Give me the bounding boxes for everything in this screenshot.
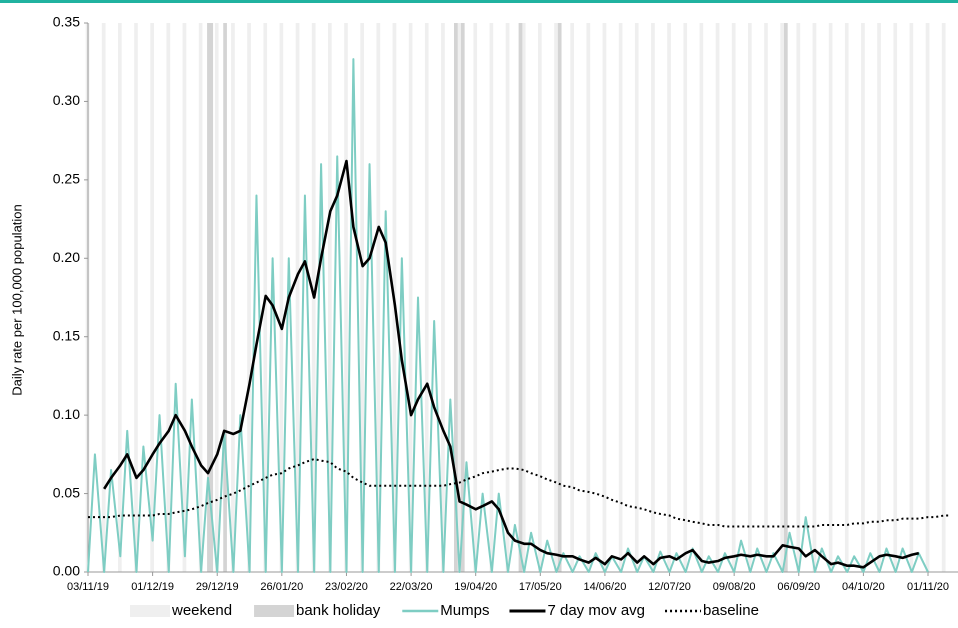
- weekend-band: [634, 23, 639, 572]
- weekend-band: [247, 23, 251, 572]
- weekend-band: [796, 23, 801, 572]
- bank-holiday-band: [557, 23, 562, 572]
- x-tick-label: 26/01/20: [260, 581, 303, 593]
- weekend-band: [101, 23, 106, 572]
- legend-label: Mumps: [440, 602, 489, 619]
- x-tick-label: 03/11/19: [67, 581, 109, 593]
- weekend-band: [699, 23, 704, 572]
- bank-holiday-band: [518, 23, 523, 572]
- legend-label: baseline: [703, 602, 759, 619]
- y-tick-label: 0.00: [53, 563, 80, 579]
- x-tick-label: 22/03/20: [390, 581, 433, 593]
- weekend-band: [489, 23, 494, 572]
- y-tick-label: 0.15: [53, 327, 80, 343]
- weekend-band: [554, 23, 558, 572]
- weekend-band: [683, 23, 688, 572]
- weekend-band: [344, 23, 348, 572]
- y-tick-label: 0.35: [53, 14, 80, 30]
- y-tick-label: 0.20: [53, 249, 80, 265]
- weekend-band: [909, 23, 914, 572]
- weekend-band: [473, 23, 478, 572]
- legend-swatch: [130, 605, 170, 617]
- weekend-band: [295, 23, 300, 572]
- y-axis-label: Daily rate per 100,000 population: [9, 204, 24, 396]
- weekend-band: [441, 23, 445, 572]
- weekend-band: [941, 23, 946, 572]
- x-tick-label: 14/06/20: [584, 581, 627, 593]
- weekend-band: [893, 23, 898, 572]
- x-tick-label: 12/07/20: [648, 581, 691, 593]
- weekend-band: [748, 23, 752, 572]
- legend-label: bank holiday: [296, 602, 381, 619]
- y-tick-label: 0.10: [53, 406, 80, 422]
- weekend-band: [521, 23, 526, 572]
- weekend-band: [182, 23, 187, 572]
- bank-holiday-band: [454, 23, 458, 572]
- weekend-band: [667, 23, 671, 572]
- weekend-band: [877, 23, 881, 572]
- weekend-band: [651, 23, 655, 572]
- weekend-band: [844, 23, 849, 572]
- weekend-band: [731, 23, 736, 572]
- weekend-band: [780, 23, 784, 572]
- bank-holiday-band: [784, 23, 788, 572]
- weekend-band: [861, 23, 865, 572]
- bank-holiday-band: [460, 23, 465, 572]
- weekend-band: [570, 23, 574, 572]
- weekend-band: [408, 23, 413, 572]
- y-tick-label: 0.05: [53, 484, 80, 500]
- weekend-band: [328, 23, 332, 572]
- x-tick-label: 06/09/20: [777, 581, 820, 593]
- x-tick-label: 04/10/20: [842, 581, 885, 593]
- bank-holiday-band: [223, 23, 227, 572]
- weekend-band: [925, 23, 930, 572]
- weekend-band: [812, 23, 817, 572]
- x-tick-label: 09/08/20: [713, 581, 756, 593]
- bank-holiday-band: [207, 23, 211, 572]
- weekend-band: [214, 23, 219, 572]
- x-tick-label: 19/04/20: [454, 581, 497, 593]
- weekend-band: [618, 23, 623, 572]
- y-tick-label: 0.25: [53, 171, 80, 187]
- x-tick-label: 01/11/20: [907, 581, 949, 593]
- y-tick-label: 0.30: [53, 92, 80, 108]
- legend-label: 7 day mov avg: [547, 602, 645, 619]
- series-line: [103, 159, 920, 569]
- weekend-band: [602, 23, 607, 572]
- weekend-band: [505, 23, 510, 572]
- weekend-band: [231, 23, 235, 572]
- x-tick-label: 17/05/20: [519, 581, 562, 593]
- weekend-band: [198, 23, 203, 572]
- x-tick-label: 29/12/19: [196, 581, 239, 593]
- bank-holiday-band: [209, 23, 214, 572]
- weekend-band: [586, 23, 591, 572]
- weekend-band: [828, 23, 833, 572]
- x-tick-label: 01/12/19: [131, 581, 174, 593]
- weekend-band: [424, 23, 429, 572]
- weekend-band: [715, 23, 720, 572]
- weekend-band: [764, 23, 768, 572]
- weekend-band: [376, 23, 381, 572]
- weekend-band: [134, 23, 138, 572]
- weekend-band: [150, 23, 154, 572]
- weekend-band: [457, 23, 461, 572]
- weekend-band: [360, 23, 364, 572]
- weekend-band: [118, 23, 122, 572]
- weekend-band: [538, 23, 542, 572]
- legend-label: weekend: [171, 602, 232, 619]
- weekend-band: [279, 23, 284, 572]
- x-tick-label: 23/02/20: [325, 581, 368, 593]
- legend-swatch: [254, 605, 295, 617]
- top-border: [0, 0, 958, 3]
- weekend-band: [166, 23, 171, 572]
